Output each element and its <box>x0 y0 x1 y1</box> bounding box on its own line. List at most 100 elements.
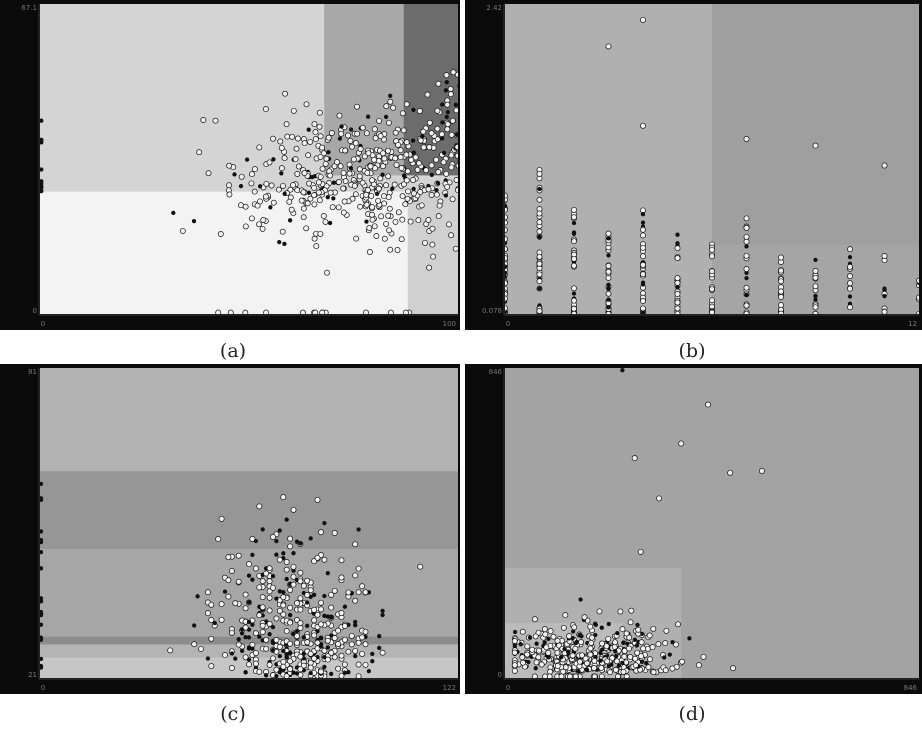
data-point-186 <box>640 280 646 285</box>
data-point-442 <box>416 160 422 167</box>
data-point-229 <box>605 635 612 642</box>
data-point-395 <box>623 630 630 637</box>
data-point-428 <box>649 644 656 651</box>
data-point-163 <box>311 121 318 128</box>
data-point-345 <box>260 217 267 223</box>
data-point-440 <box>531 673 538 678</box>
data-point-454 <box>280 594 287 601</box>
data-point-433 <box>352 541 359 548</box>
data-point-559 <box>434 107 441 114</box>
data-point-488 <box>40 496 44 501</box>
data-point-552 <box>457 84 458 88</box>
data-point-193 <box>598 664 605 671</box>
data-point-308 <box>270 573 276 579</box>
data-point-246 <box>511 649 518 656</box>
data-point-485 <box>40 596 44 601</box>
data-point-138 <box>297 595 304 602</box>
y-tick-label-min: 0 <box>498 671 502 679</box>
data-point-402 <box>348 165 353 171</box>
data-point-462 <box>417 137 424 144</box>
data-point-340 <box>403 151 410 158</box>
data-point-503 <box>436 202 443 209</box>
data-point-109 <box>571 291 577 296</box>
data-point-556 <box>444 114 449 120</box>
data-point-71 <box>361 153 368 160</box>
data-point-175 <box>274 596 279 601</box>
data-point-73 <box>533 666 538 671</box>
data-point-164 <box>606 305 611 310</box>
data-point-529 <box>444 80 449 85</box>
data-point-192 <box>640 212 646 217</box>
data-point-558 <box>445 109 451 115</box>
data-point-199 <box>675 232 680 237</box>
x-tick-label-max: 846 <box>904 684 918 692</box>
data-point-162 <box>606 297 611 302</box>
data-point-437 <box>365 150 372 157</box>
data-point-343 <box>881 162 888 169</box>
chart-panel-c: 81 21 0 122 <box>0 364 460 694</box>
data-point-526 <box>438 131 445 138</box>
data-point-425 <box>397 154 404 161</box>
data-point-282 <box>256 612 263 619</box>
data-point-408 <box>582 655 589 662</box>
data-point-42 <box>505 295 508 302</box>
data-point-263 <box>743 310 750 314</box>
x-tick-label-min: 0 <box>506 684 510 692</box>
data-point-489 <box>351 182 358 189</box>
data-point-344 <box>532 633 539 640</box>
data-point-45 <box>505 203 508 208</box>
data-point-77 <box>283 559 290 565</box>
data-point-49 <box>270 624 276 630</box>
data-point-441 <box>623 673 630 678</box>
data-point-500 <box>411 107 416 113</box>
data-point-263 <box>331 163 338 170</box>
data-point-318 <box>847 304 853 311</box>
data-point-388 <box>534 641 539 646</box>
data-point-460 <box>305 600 310 605</box>
data-point-508 <box>425 186 432 193</box>
data-point-383 <box>612 666 619 673</box>
data-point-357 <box>324 656 331 663</box>
data-point-413 <box>619 626 626 633</box>
data-point-426 <box>307 664 314 671</box>
data-point-164 <box>362 628 369 635</box>
data-point-501 <box>418 202 425 209</box>
data-point-499 <box>238 173 245 180</box>
data-point-288 <box>383 114 389 120</box>
data-point-250 <box>297 620 304 627</box>
data-point-475 <box>385 119 392 126</box>
data-point-388 <box>280 658 287 665</box>
data-point-301 <box>311 592 317 597</box>
data-point-337 <box>679 658 686 665</box>
data-point-174 <box>640 226 646 233</box>
data-point-314 <box>239 631 245 636</box>
data-point-507 <box>282 90 289 97</box>
data-point-199 <box>304 592 311 598</box>
data-point-113 <box>417 563 424 570</box>
data-point-76 <box>380 163 386 170</box>
data-point-80 <box>536 278 543 285</box>
data-point-395 <box>322 613 327 618</box>
data-point-257 <box>352 572 359 579</box>
data-point-264 <box>338 557 345 564</box>
data-point-328 <box>263 645 270 652</box>
data-point-167 <box>306 180 312 187</box>
data-point-426 <box>311 235 318 242</box>
data-point-187 <box>242 654 249 661</box>
data-point-342 <box>812 142 819 149</box>
data-point-10 <box>284 133 291 140</box>
data-point-220 <box>287 658 294 665</box>
data-point-121 <box>383 182 389 189</box>
data-point-252 <box>709 309 715 314</box>
data-point-177 <box>293 145 300 152</box>
data-point-192 <box>328 130 335 136</box>
data-point-393 <box>290 182 296 189</box>
data-point-18 <box>249 536 256 542</box>
data-point-347 <box>350 156 357 163</box>
data-point-79 <box>537 234 542 239</box>
data-point-329 <box>327 220 333 226</box>
data-point-493 <box>40 609 44 615</box>
data-point-300 <box>385 194 392 201</box>
data-point-92 <box>307 195 314 202</box>
data-point-297 <box>277 528 282 533</box>
